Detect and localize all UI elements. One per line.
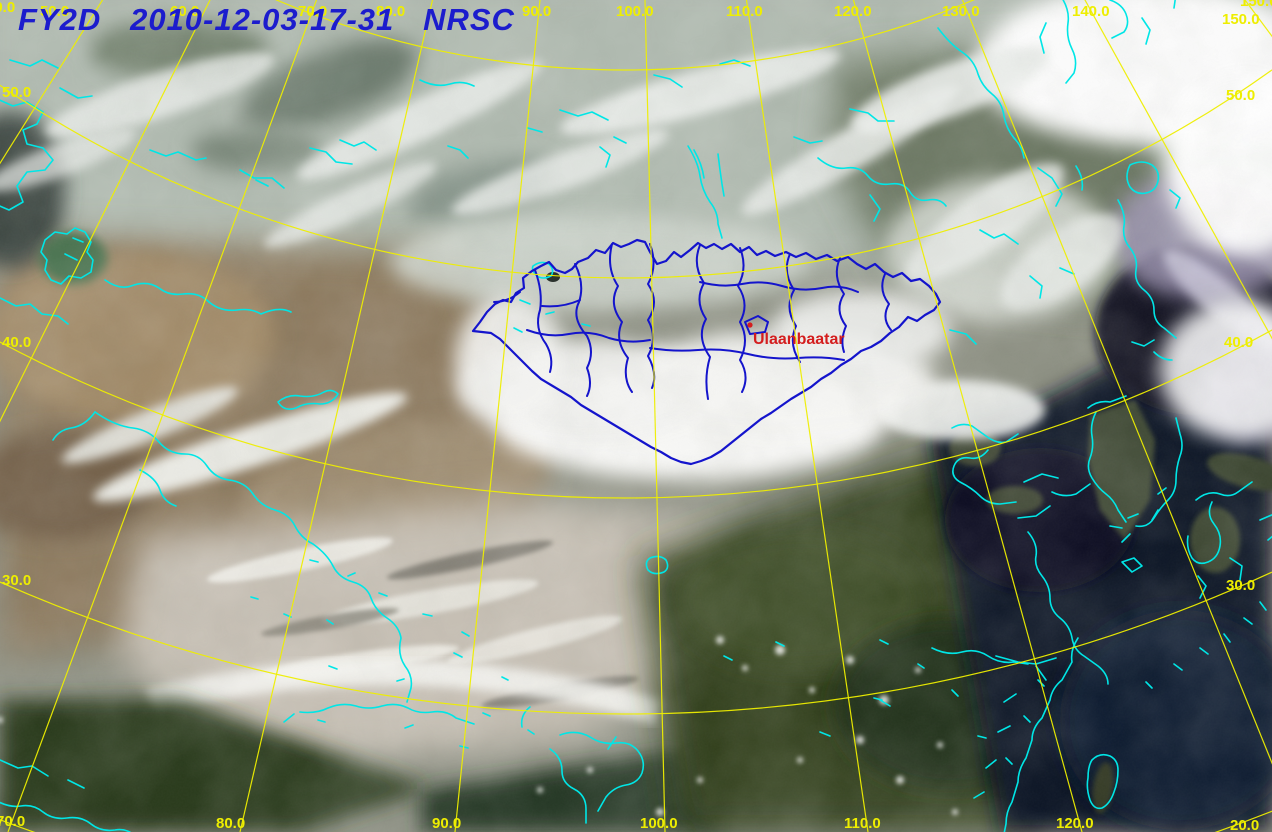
grid-label: 50.0 xyxy=(1226,87,1255,104)
parallel-50.0 xyxy=(0,68,1272,279)
grid-label: 30.0 xyxy=(1226,577,1255,594)
grid-label: 50.0 xyxy=(40,3,69,20)
meridian-130.0 xyxy=(961,0,1272,765)
grid-label: 30.0 xyxy=(2,572,31,589)
city-dot xyxy=(747,322,753,328)
mongolia-outline xyxy=(471,238,942,466)
ulaanbaatar-enclave xyxy=(744,315,769,335)
grid-label: 80.0 xyxy=(376,3,405,20)
meridian-100.0 xyxy=(644,0,666,832)
image-title: FY2D 2010-12-03-17-31 NRSC xyxy=(18,2,515,37)
grid-label: 150.0 xyxy=(1240,0,1272,10)
grid-label: 130.0 xyxy=(942,3,980,20)
grid-label: 50.0 xyxy=(2,84,31,101)
parallel-30.0 xyxy=(0,571,1272,715)
grid-label: 110.0 xyxy=(726,3,763,20)
grid-label: 150.0 xyxy=(1222,11,1260,28)
grid-label: 90.0 xyxy=(522,3,551,20)
grid-label: 110.0 xyxy=(844,815,881,832)
city-label: Ulaanbaatar xyxy=(753,331,845,348)
parallel-60.0 xyxy=(275,0,975,71)
grid-label: 90.0 xyxy=(432,815,461,832)
meridian-90.0 xyxy=(454,0,541,832)
grid-label: 80.0 xyxy=(216,815,245,832)
aimag-borders xyxy=(493,243,892,400)
grid-label: 70.0 xyxy=(0,813,25,830)
grid-label: 140.0 xyxy=(1072,3,1110,20)
grid-label: 40.0 xyxy=(1224,334,1253,351)
meridian-80.0 xyxy=(239,0,434,832)
grid-label: 20.0 xyxy=(1230,817,1259,832)
grid-label: 40.0 xyxy=(2,334,31,351)
parallel-40.0 xyxy=(0,329,1272,499)
meridian-120.0 xyxy=(852,0,1083,832)
city-marker-group: Ulaanbaatar xyxy=(747,322,845,348)
grid-label: 70.0 xyxy=(298,3,327,20)
meridian-70.0 xyxy=(7,0,318,832)
grid-label: 60.0 xyxy=(170,3,199,20)
grid-label: 100.0 xyxy=(640,815,678,832)
grid-label: 80.0 xyxy=(0,0,15,16)
grid-label: 100.0 xyxy=(616,3,654,20)
grid-label: 120.0 xyxy=(834,3,872,20)
mongolia-border-layer xyxy=(471,238,942,466)
grid-label: 120.0 xyxy=(1056,815,1094,832)
meridian-110.0 xyxy=(745,0,869,832)
